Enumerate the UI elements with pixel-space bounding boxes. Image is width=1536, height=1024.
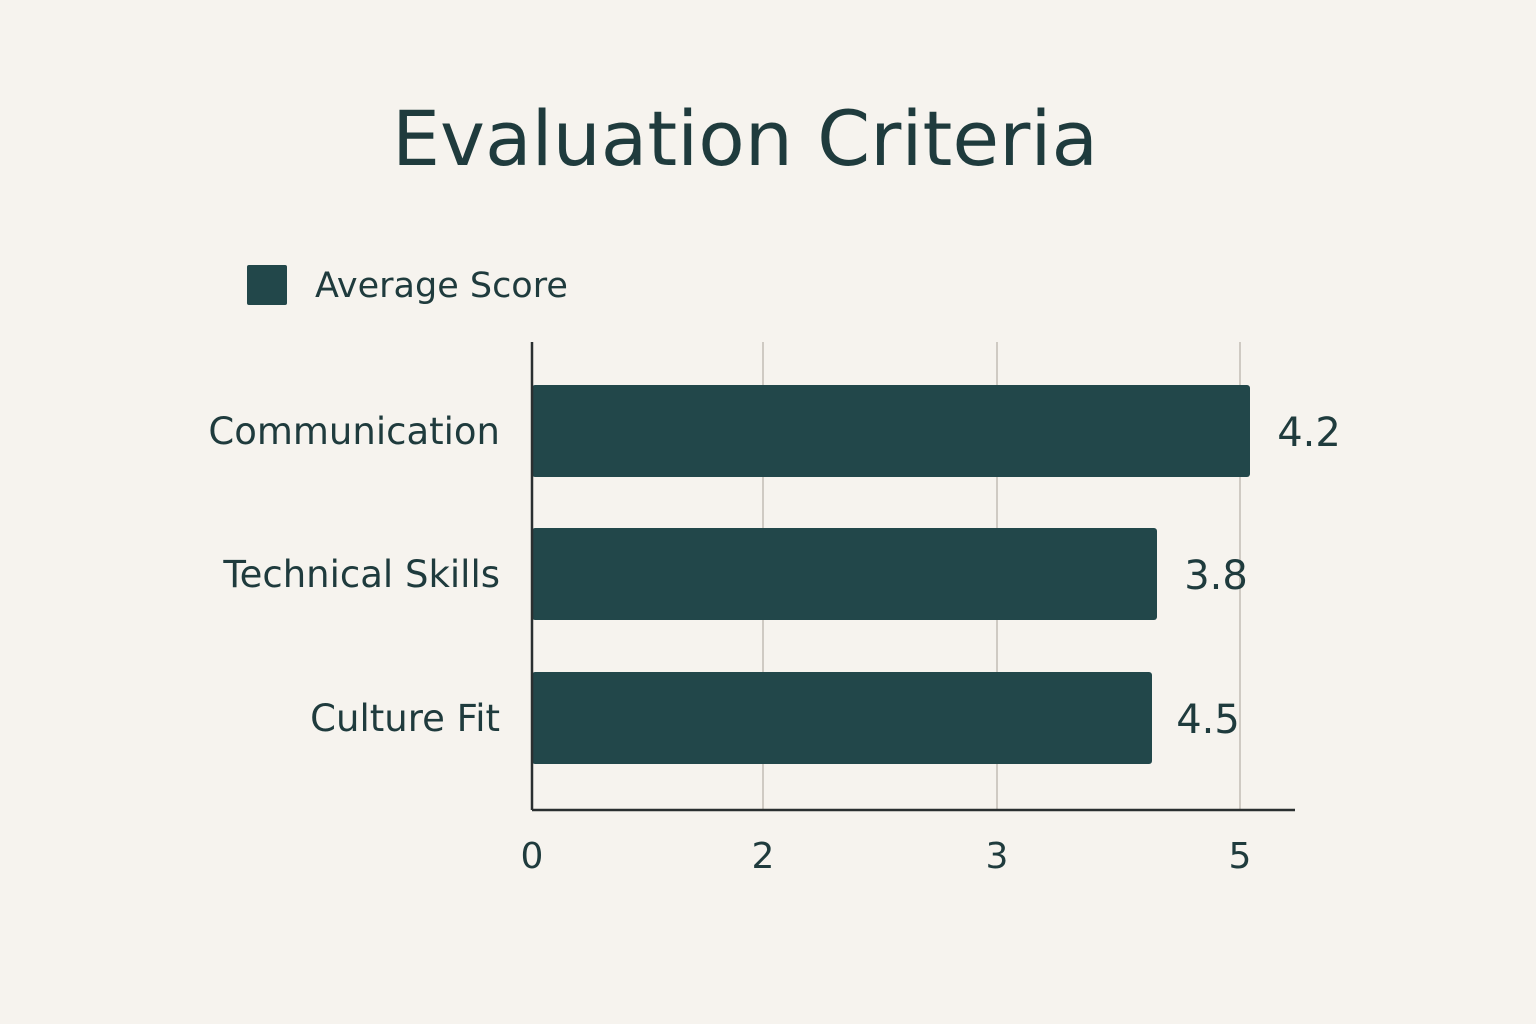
category-labels: Communication Technical Skills Culture Fit (208, 410, 500, 740)
x-tick-label: 2 (752, 836, 775, 877)
chart-title: Evaluation Criteria (392, 94, 1098, 183)
x-tick-label: 5 (1229, 836, 1252, 877)
value-label: 3.8 (1184, 553, 1248, 599)
bar (532, 385, 1250, 477)
category-label: Technical Skills (222, 553, 500, 596)
value-labels: 4.2 3.8 4.5 (1176, 410, 1341, 743)
value-label: 4.5 (1176, 697, 1240, 743)
bar (532, 528, 1157, 620)
x-tick-label: 3 (986, 836, 1009, 877)
bars (532, 385, 1250, 764)
legend: Average Score (247, 265, 568, 306)
category-label: Communication (208, 410, 500, 453)
value-label: 4.2 (1277, 410, 1341, 456)
legend-label: Average Score (315, 266, 568, 306)
x-tick-labels: 0 2 3 5 (521, 836, 1252, 877)
legend-swatch (247, 265, 287, 305)
category-label: Culture Fit (310, 697, 500, 740)
bar (532, 672, 1152, 764)
x-tick-label: 0 (521, 836, 544, 877)
